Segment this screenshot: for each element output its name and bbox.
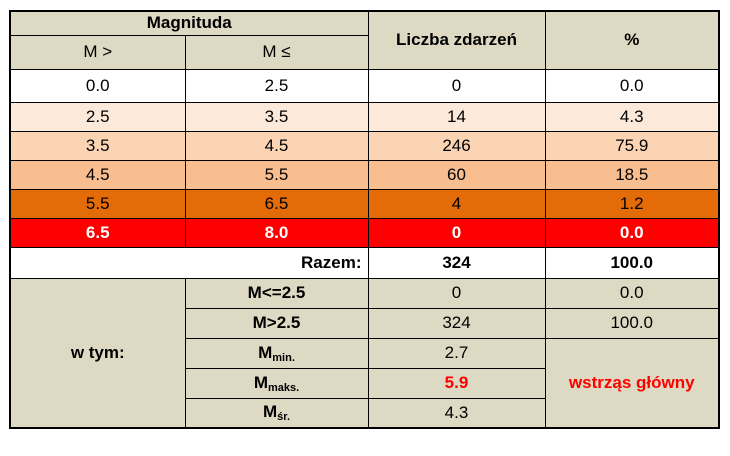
cell-count: 14 <box>367 101 546 132</box>
gt25-percent: 100.0 <box>544 307 720 339</box>
cell-m-less-equal: 8.0 <box>184 217 369 248</box>
cell-percent: 4.3 <box>544 101 720 132</box>
cell-m-greater: 6.5 <box>9 217 186 248</box>
cell-count: 0 <box>367 68 546 103</box>
max-label-main: M <box>253 372 268 392</box>
cell-m-greater: 0.0 <box>9 68 186 103</box>
cell-count: 60 <box>367 159 546 190</box>
total-count: 324 <box>367 246 546 279</box>
cell-m-greater: 5.5 <box>9 188 186 219</box>
cell-percent: 1.2 <box>544 188 720 219</box>
cell-m-less-equal: 5.5 <box>184 159 369 190</box>
total-label: Razem: <box>9 246 369 279</box>
gt25-label: M>2.5 <box>184 307 369 339</box>
cell-m-less-equal: 4.5 <box>184 130 369 161</box>
cell-percent: 18.5 <box>544 159 720 190</box>
table-row: 3.5 4.5 246 75.9 <box>9 130 720 161</box>
avg-label-main: M <box>262 402 278 422</box>
mainshock-note: wstrząs główny <box>544 337 720 429</box>
table-row: 0.0 2.5 0 0.0 <box>9 68 720 103</box>
avg-magnitude-label: Mśr. <box>184 397 369 429</box>
cell-m-less-equal: 3.5 <box>184 101 369 132</box>
avg-label-sub: śr. <box>277 411 291 424</box>
header-m-greater: M > <box>9 34 186 70</box>
cell-m-less-equal: 2.5 <box>184 68 369 103</box>
magnitude-table-container: Magnituda Liczba zdarzeń % M > M ≤ 0.0 2… <box>9 10 720 429</box>
le25-count: 0 <box>367 277 546 309</box>
total-row: Razem: 324 100.0 <box>9 246 720 279</box>
table-row: 4.5 5.5 60 18.5 <box>9 159 720 190</box>
max-magnitude-label: Mmaks. <box>184 367 369 399</box>
cell-m-greater: 3.5 <box>9 130 186 161</box>
max-label-sub: maks. <box>267 381 300 394</box>
min-label-sub: min. <box>272 351 295 364</box>
table-row: 2.5 3.5 14 4.3 <box>9 101 720 132</box>
min-label-main: M <box>258 342 273 362</box>
max-magnitude-value: 5.9 <box>367 367 546 399</box>
cell-count: 246 <box>367 130 546 161</box>
cell-m-less-equal: 6.5 <box>184 188 369 219</box>
gt25-count: 324 <box>367 307 546 339</box>
cell-percent: 0.0 <box>544 68 720 103</box>
header-event-count: Liczba zdarzeń <box>367 10 546 70</box>
breakdown-label: w tym: <box>9 277 186 429</box>
cell-percent: 75.9 <box>544 130 720 161</box>
magnitude-table: Magnituda Liczba zdarzeń % M > M ≤ 0.0 2… <box>9 10 720 429</box>
cell-count: 0 <box>367 217 546 248</box>
cell-m-greater: 4.5 <box>9 159 186 190</box>
header-percent: % <box>544 10 720 70</box>
min-magnitude-label: Mmin. <box>184 337 369 369</box>
table-row: 6.5 8.0 0 0.0 <box>9 217 720 248</box>
table-row: 5.5 6.5 4 1.2 <box>9 188 720 219</box>
header-magnitude: Magnituda <box>9 10 369 36</box>
min-magnitude-value: 2.7 <box>367 337 546 369</box>
total-percent: 100.0 <box>544 246 720 279</box>
avg-magnitude-value: 4.3 <box>367 397 546 429</box>
le25-label: M<=2.5 <box>184 277 369 309</box>
le25-percent: 0.0 <box>544 277 720 309</box>
cell-percent: 0.0 <box>544 217 720 248</box>
header-m-less-equal: M ≤ <box>184 34 369 70</box>
cell-count: 4 <box>367 188 546 219</box>
cell-m-greater: 2.5 <box>9 101 186 132</box>
